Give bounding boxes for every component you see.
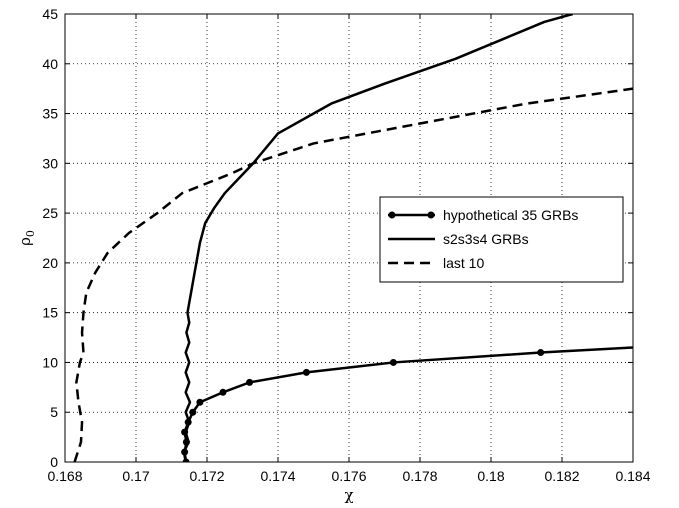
series-layer	[73, 14, 633, 462]
x-tick-label: 0.172	[189, 468, 224, 484]
legend-label-0: hypothetical 35 GRBs	[443, 207, 578, 223]
y-tick-label: 25	[42, 205, 58, 221]
series-marker-0	[302, 368, 310, 376]
y-axis-label-main: ρ	[16, 237, 34, 246]
series-marker-0	[219, 388, 227, 396]
legend-marker-0	[388, 211, 396, 219]
legend-marker-0	[427, 211, 435, 219]
y-tick-label: 30	[42, 155, 58, 171]
tick-layer: 0.168 0.17 0.172 0.174 0.176 0.178 0.18 0.182 0.…	[42, 6, 650, 484]
x-axis-label: χ	[344, 486, 353, 504]
x-tick-label: 0.176	[331, 468, 366, 484]
series-marker-0	[389, 358, 397, 366]
y-axis-label: ρ0	[16, 230, 37, 246]
series-marker-0	[537, 348, 545, 356]
legend-label-2: last 10	[443, 255, 484, 271]
y-tick-label: 15	[42, 305, 58, 321]
x-tick-label: 0.178	[402, 468, 437, 484]
x-tick-label: 0.17	[122, 468, 149, 484]
x-tick-label: 0.168	[47, 468, 82, 484]
y-tick-label: 45	[42, 6, 58, 22]
y-tick-label: 10	[42, 354, 58, 370]
series-line-0	[183, 346, 633, 462]
series-marker-0	[196, 398, 204, 406]
series-line-1	[182, 14, 573, 462]
y-tick-label: 40	[42, 56, 58, 72]
x-tick-label: 0.184	[615, 468, 650, 484]
series-marker-0	[246, 378, 254, 386]
y-tick-label: 35	[42, 106, 58, 122]
series-line-2	[73, 87, 633, 462]
x-tick-label: 0.18	[477, 468, 504, 484]
y-tick-label: 0	[50, 454, 58, 470]
y-tick-label: 20	[42, 255, 58, 271]
legend: hypothetical 35 GRBs s2s3s4 GRBs last 10	[379, 196, 624, 283]
x-tick-label: 0.174	[260, 468, 295, 484]
x-tick-label: 0.182	[544, 468, 579, 484]
series-marker-0	[189, 408, 197, 416]
y-tick-label: 5	[50, 404, 58, 420]
y-axis-label-subscript: 0	[24, 230, 37, 237]
legend-label-1: s2s3s4 GRBs	[443, 231, 529, 247]
